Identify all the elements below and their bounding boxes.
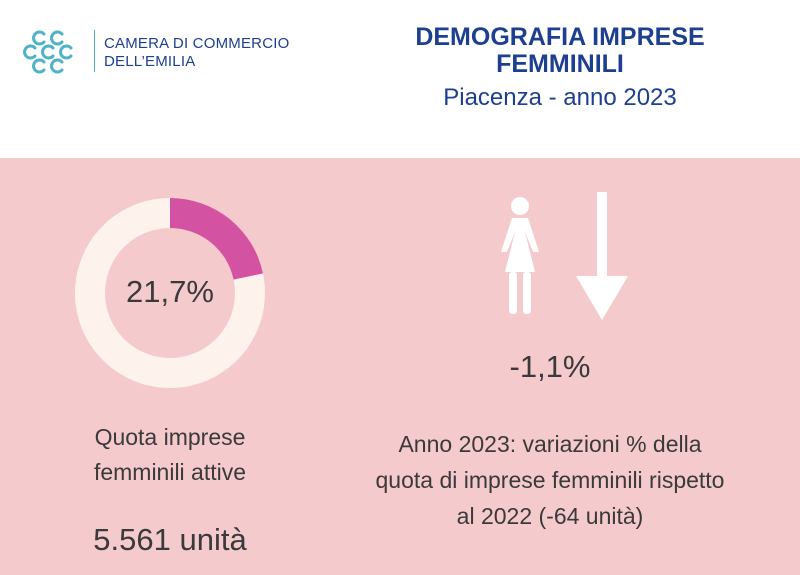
org-name-line1: CAMERA DI COMMERCIO	[104, 35, 290, 52]
header: CAMERA DI COMMERCIO DELL’EMILIA DEMOGRAF…	[0, 0, 800, 158]
page-title-line2: FEMMINILI	[496, 50, 624, 78]
org-name: CAMERA DI COMMERCIO DELL’EMILIA	[104, 35, 289, 71]
page-subtitle: Piacenza - anno 2023	[443, 84, 677, 111]
variation-caption-line1: Anno 2023: variazioni % della	[398, 431, 702, 457]
variation-value: -1,1%	[509, 349, 591, 384]
page-title-line1: DEMOGRAFIA IMPRESE	[415, 23, 705, 51]
logo-divider	[94, 30, 95, 72]
variation-caption-line3: al 2022 (-64 unità)	[456, 503, 644, 529]
variation-caption-line2: quota di imprese femminili rispetto	[375, 467, 725, 493]
donut-slice-highlight	[170, 198, 263, 280]
active-count: 5.561 unità	[93, 522, 247, 557]
page-title: DEMOGRAFIA IMPRESE FEMMINILI	[360, 24, 760, 78]
share-caption: Quota imprese femminili attive	[60, 420, 280, 490]
woman-icon	[501, 197, 539, 314]
org-name-line2: DELL’EMILIA	[104, 53, 196, 70]
share-caption-line1: Quota imprese	[94, 424, 246, 450]
donut-slice-remainder	[75, 198, 266, 388]
arrow-down-icon	[576, 192, 628, 320]
variation-caption: Anno 2023: variazioni % della quota di i…	[320, 426, 780, 534]
share-caption-line2: femminili attive	[93, 459, 247, 485]
donut-center-label: 21,7%	[126, 274, 214, 309]
share-donut-chart	[75, 198, 266, 388]
camera-commercio-logo-icon	[23, 30, 73, 74]
